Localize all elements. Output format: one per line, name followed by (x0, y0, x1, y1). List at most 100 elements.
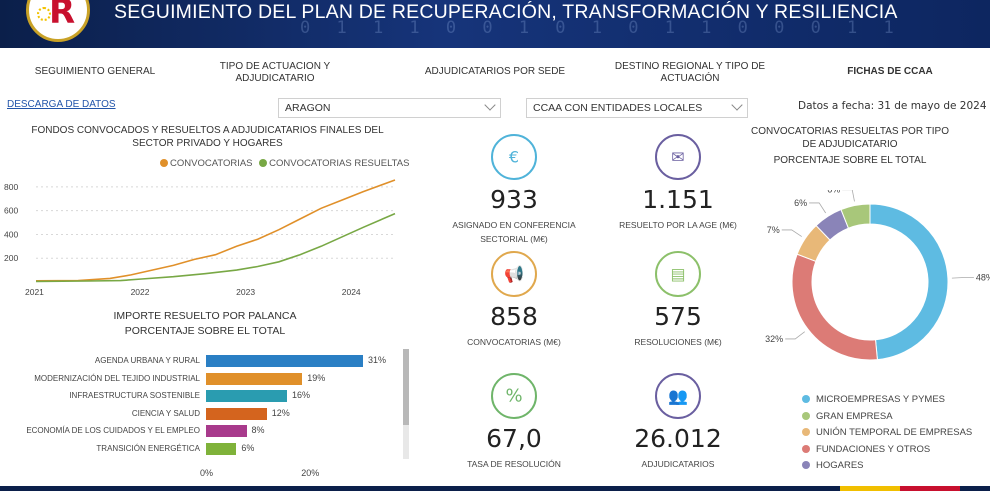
donut-chart-title-line: CONVOCATORIAS RESUELTAS POR TIPO (750, 126, 949, 137)
y-tick-label: 400 (4, 229, 18, 239)
scope-select[interactable]: CCAA CON ENTIDADES LOCALES (526, 98, 748, 118)
bar[interactable] (206, 355, 363, 367)
legend-label: UNIÓN TEMPORAL DE EMPRESAS (816, 427, 973, 438)
eu-stars-icon (37, 7, 51, 21)
donut-legend-item[interactable]: UNIÓN TEMPORAL DE EMPRESAS (802, 427, 972, 438)
legend-label: FUNDACIONES Y OTROS (816, 443, 931, 455)
page-title: SEGUIMIENTO DEL PLAN DE RECUPERACIÓN, TR… (114, 1, 898, 23)
nav-tipo-actuacion[interactable]: TIPO DE ACTUACION Y ADJUDICATARIO (200, 61, 350, 85)
footer-stripe-red (900, 486, 960, 491)
x-tick-label: 2023 (236, 287, 255, 297)
footer-stripe (0, 486, 990, 491)
legend-convocatorias: CONVOCATORIAS (170, 158, 253, 169)
legend-dot-resueltas (259, 159, 268, 167)
donut-value-label: 7% (767, 225, 780, 235)
donut-slice[interactable] (840, 203, 871, 229)
donut-leader-line (809, 202, 827, 214)
legend-dot-convocatorias (160, 159, 168, 167)
series-line-convocatorias[interactable] (35, 179, 396, 282)
kpi-label-line: TASA DE RESOLUCIÓN (467, 459, 561, 469)
document-seal-icon-glyph: ✉ (671, 147, 685, 167)
data-date-label: Datos a fecha: 31 de mayo de 2024 (798, 100, 987, 112)
donut-leader-line (785, 331, 805, 340)
scope-select-value: CCAA CON ENTIDADES LOCALES (533, 102, 703, 114)
bar-chart-title: IMPORTE RESUELTO POR PALANCA PORCENTAJE … (60, 309, 350, 339)
coins-icon-glyph: € (508, 147, 520, 167)
bar-chart-title-line: IMPORTE RESUELTO POR PALANCA (113, 310, 297, 322)
region-select[interactable]: ARAGON (278, 98, 501, 118)
bar-category-label: CIENCIA Y SALUD (131, 408, 200, 418)
legend-label: HOGARES (816, 460, 864, 471)
donut-leader-line (842, 190, 855, 202)
nav-label: SEGUIMIENTO GENERAL (34, 66, 156, 77)
donut-legend-item[interactable]: FUNDACIONES Y OTROS (802, 444, 930, 455)
megaphone-icon: 📢 (491, 251, 537, 297)
donut-slice[interactable] (869, 203, 949, 361)
y-tick-label: 200 (4, 253, 18, 263)
certificate-icon-glyph: ▤ (670, 264, 686, 284)
bar-category-label: AGENDA URBANA Y RURAL (94, 356, 200, 365)
kpi-value: 67,0 (486, 424, 542, 453)
people-icon-glyph: 👥 (668, 386, 688, 406)
bar-chart-title-line: PORCENTAJE SOBRE EL TOTAL (124, 325, 286, 337)
nav-label: ADJUDICATARIOS POR SEDE (424, 66, 566, 77)
line-chart-title: FONDOS CONVOCADOS Y RESUELTOS A ADJUDICA… (10, 125, 405, 150)
kpi-value: 933 (490, 185, 538, 214)
nav-label: ADJUDICATARIO (235, 73, 315, 84)
bar-value-label: 19% (307, 372, 326, 383)
line-chart-title-line: FONDOS CONVOCADOS Y RESUELTOS A ADJUDICA… (31, 125, 384, 136)
bar[interactable] (206, 443, 237, 455)
nav-label: FICHAS DE CCAA (847, 66, 933, 77)
y-tick-label: 600 (4, 206, 18, 216)
bar-value-label: 12% (271, 407, 290, 418)
donut-legend-item[interactable]: MICROEMPRESAS Y PYMES (802, 394, 945, 405)
bar[interactable] (206, 390, 288, 403)
nav-seguimiento-general[interactable]: SEGUIMIENTO GENERAL (20, 66, 170, 78)
bar-chart-scrollbar[interactable] (403, 349, 409, 459)
nav-fichas-ccaa[interactable]: FICHAS DE CCAA (820, 66, 960, 78)
nav-adjudicatarios-sede[interactable]: ADJUDICATARIOS POR SEDE (410, 66, 580, 78)
donut-legend-item[interactable]: HOGARES (802, 460, 864, 471)
megaphone-icon-glyph: 📢 (504, 264, 524, 284)
coins-icon: € (491, 134, 537, 180)
bar[interactable] (206, 372, 303, 385)
donut-value-label: 32% (765, 334, 783, 344)
bar-category-label: MODERNIZACIÓN DEL TEJIDO INDUSTRIAL (34, 373, 200, 383)
donut-value-label: 6% (794, 198, 807, 208)
kpi-label-line: RESUELTO POR LA AGE (M€) (619, 220, 737, 230)
y-tick-label: 800 (4, 182, 18, 192)
chevron-down-icon (731, 99, 743, 111)
people-icon: 👥 (655, 373, 701, 419)
kpi-label-line: ASIGNADO EN CONFERENCIA (452, 220, 576, 230)
kpi-label: ADJUDICATARIOS (588, 457, 768, 471)
line-chart: 200 400 600 800 2021 2022 2023 2024 (4, 179, 396, 297)
legend-dot (802, 428, 810, 436)
donut-chart-title-line: PORCENTAJE SOBRE EL TOTAL (773, 155, 927, 166)
nav-label: ACTUACIÓN (660, 73, 720, 84)
kpi-value: 575 (654, 302, 702, 331)
scrollbar-thumb[interactable] (403, 349, 409, 425)
legend-label: GRAN EMPRESA (816, 410, 893, 422)
bar-x-tick-label: 20% (301, 468, 320, 478)
line-chart-legend: CONVOCATORIAS CONVOCATORIAS RESUELTAS (160, 158, 409, 169)
donut-slice[interactable] (791, 253, 878, 361)
series-line-resueltas[interactable] (35, 212, 396, 283)
download-data-link[interactable]: DESCARGA DE DATOS (7, 99, 116, 110)
footer-stripe-yellow (840, 486, 900, 491)
bar-value-label: 6% (241, 443, 255, 453)
kpi-label-line: SECTORIAL (M€) (480, 234, 548, 244)
x-tick-label: 2022 (131, 287, 150, 297)
kpi-value: 1.151 (642, 185, 714, 214)
bar-value-label: 8% (251, 425, 265, 436)
bar[interactable] (206, 407, 267, 420)
donut-legend-item[interactable]: GRAN EMPRESA (802, 411, 893, 422)
donut-value-label: 6% (827, 190, 840, 195)
plan-logo: R (26, 0, 90, 42)
legend-dot (802, 461, 810, 469)
chevron-down-icon (484, 99, 496, 111)
donut-value-label: 48% (976, 273, 990, 283)
bar[interactable] (206, 425, 247, 438)
bar-category-label: INFRAESTRUCTURA SOSTENIBLE (69, 391, 200, 401)
percent-icon: % (491, 373, 537, 419)
nav-destino-regional[interactable]: DESTINO REGIONAL Y TIPO DE ACTUACIÓN (600, 61, 780, 85)
